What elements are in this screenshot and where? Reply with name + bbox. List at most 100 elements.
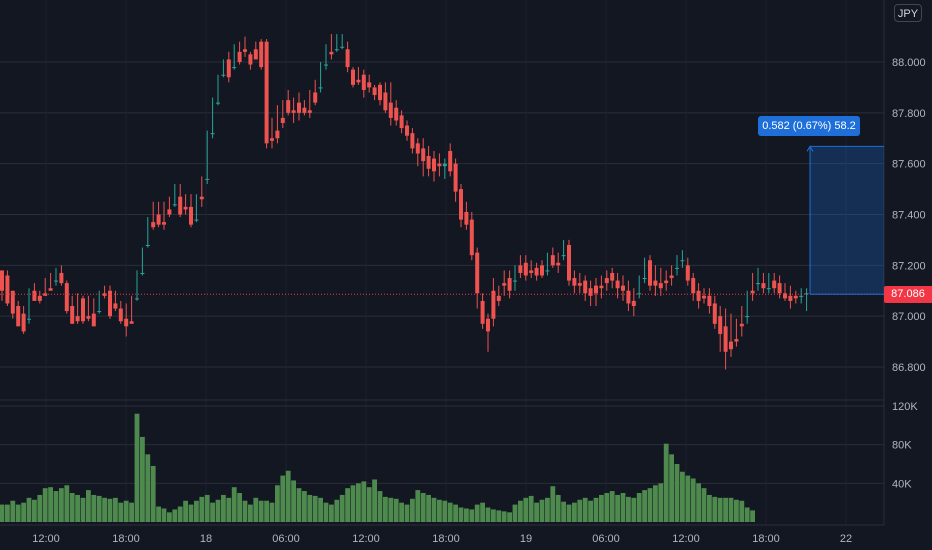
candle-body (594, 285, 598, 294)
volume-bars (0, 413, 755, 522)
volume-bar (372, 479, 377, 522)
volume-bar (680, 471, 685, 522)
volume-bar (167, 512, 172, 522)
volume-tick-label: 40K (892, 478, 912, 490)
candle-body (151, 222, 156, 228)
volume-bar (431, 497, 437, 522)
price-axis[interactable]: 88.000 87.800 87.600 87.400 87.200 87.000 86.8… (892, 57, 926, 374)
candle-body (32, 290, 37, 301)
candle-body (275, 130, 280, 139)
currency-badge[interactable]: JPY (894, 4, 922, 22)
candle-body (383, 92, 388, 111)
candle-body (534, 267, 539, 276)
volume-bar (496, 510, 502, 522)
candle-body (194, 219, 199, 221)
candle-body (464, 211, 469, 225)
volume-bar (366, 487, 372, 522)
volume-bar (566, 504, 572, 522)
candle-body (556, 262, 561, 266)
volume-bar (204, 494, 210, 522)
volume-bar (323, 502, 329, 522)
volume-bar (210, 502, 215, 522)
volume-bar (32, 499, 37, 522)
candle-body (702, 295, 706, 299)
candle-body (480, 300, 485, 324)
volume-bar (118, 502, 124, 522)
price-tick-label: 87.000 (892, 311, 926, 323)
volume-bar (161, 508, 167, 522)
volume-bar (91, 494, 97, 522)
volume-bar (426, 494, 431, 522)
volume-bar (480, 502, 485, 522)
volume-bar (647, 488, 653, 522)
candle-body (183, 206, 188, 210)
candle-body (410, 133, 415, 149)
candle-body (696, 290, 701, 301)
volume-bar (410, 498, 415, 522)
candle-body (156, 214, 161, 225)
time-tick-label: 06:00 (592, 533, 620, 545)
candle-body (750, 290, 755, 294)
volume-bar (701, 488, 707, 522)
volume-bar (356, 483, 361, 522)
volume-bar (113, 497, 118, 522)
candle-body (523, 262, 528, 276)
volume-bar (291, 480, 296, 522)
volume-bar (318, 497, 323, 522)
volume-bar (334, 499, 340, 522)
volume-bar (469, 509, 475, 522)
volume-bar (453, 504, 458, 522)
volume-bar (226, 497, 232, 522)
volume-bar (404, 504, 410, 522)
candle-body (491, 290, 496, 319)
volume-bar (253, 497, 259, 522)
candle-body (405, 125, 409, 136)
volume-bar (285, 470, 291, 522)
volume-bar (534, 502, 539, 522)
candle-body (70, 306, 75, 324)
volume-bar (501, 511, 507, 522)
volume-bar (739, 500, 745, 522)
candle-body (226, 59, 231, 78)
volume-bar (577, 499, 583, 522)
measure-area (810, 146, 884, 295)
candle-body (324, 64, 328, 66)
volume-bar (345, 488, 350, 522)
volume-bar (231, 487, 237, 522)
volume-bar (696, 483, 701, 522)
volume-bar (631, 497, 637, 522)
volume-bar (653, 485, 658, 522)
candle-body (599, 285, 604, 289)
candle-body (140, 272, 145, 274)
candle-body (653, 280, 658, 286)
price-range-measure[interactable] (806, 145, 884, 295)
candle-body (340, 46, 345, 48)
candle-body (610, 272, 615, 281)
time-tick-label: 19 (520, 533, 532, 545)
candle-body (475, 252, 480, 294)
volume-bar (134, 413, 140, 522)
candle-body (540, 265, 544, 276)
candle-body (723, 326, 728, 352)
candle-body (118, 308, 123, 322)
candle-body (793, 295, 798, 299)
candle-body (232, 67, 237, 69)
volume-bar (388, 497, 394, 522)
candle-body (415, 143, 420, 154)
volume-bar (420, 493, 426, 522)
time-tick-label: 22 (840, 533, 852, 545)
candle-body (707, 295, 712, 306)
volume-bar (518, 500, 523, 522)
volume-bar (744, 507, 750, 522)
volume-bar (485, 507, 491, 522)
volume-bar (177, 506, 183, 522)
volume-bar (5, 504, 10, 522)
time-axis[interactable]: 12:00 18:00 18 06:00 12:00 18:00 19 06:00 12:00 1… (32, 533, 852, 545)
candle-body (502, 283, 507, 286)
volume-bar (723, 497, 728, 522)
candle-body (216, 102, 220, 104)
volume-bar (642, 490, 647, 522)
candle-body (766, 288, 771, 290)
candle-body (329, 51, 334, 55)
